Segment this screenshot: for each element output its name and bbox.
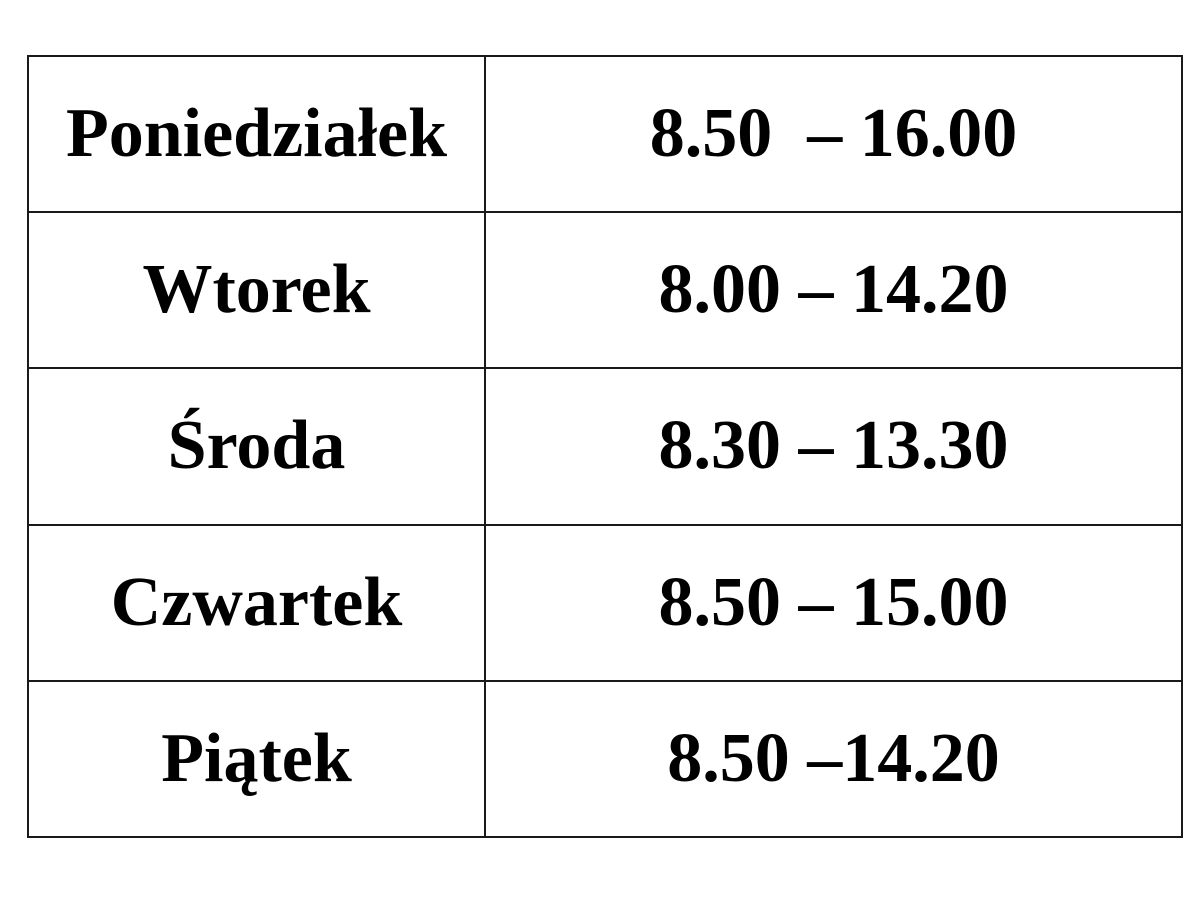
hours-cell: 8.00 – 14.20 <box>484 211 1183 370</box>
table-row: Środa 8.30 – 13.30 <box>27 367 1183 526</box>
hours-cell: 8.50 – 15.00 <box>484 523 1183 682</box>
table-row: Piątek 8.50 –14.20 <box>27 679 1183 839</box>
day-cell: Czwartek <box>27 523 486 682</box>
table-row: Wtorek 8.00 – 14.20 <box>27 211 1183 370</box>
day-cell: Piątek <box>27 679 486 839</box>
table-row: Czwartek 8.50 – 15.00 <box>27 523 1183 682</box>
hours-cell: 8.50 – 16.00 <box>484 54 1183 214</box>
day-cell: Środa <box>27 367 486 526</box>
day-cell: Wtorek <box>27 211 486 370</box>
hours-cell: 8.30 – 13.30 <box>484 367 1183 526</box>
schedule-table: Poniedziałek 8.50 – 16.00 Wtorek 8.00 – … <box>27 54 1183 839</box>
hours-cell: 8.50 –14.20 <box>484 679 1183 839</box>
day-cell: Poniedziałek <box>27 54 486 214</box>
table-row: Poniedziałek 8.50 – 16.00 <box>27 54 1183 214</box>
